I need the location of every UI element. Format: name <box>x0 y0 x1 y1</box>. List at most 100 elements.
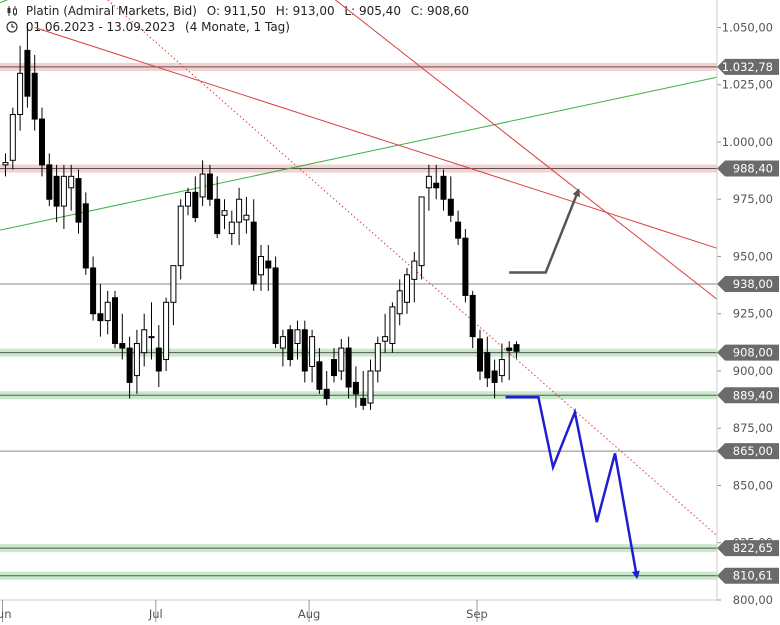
candle-56 <box>411 251 418 303</box>
candle-body <box>469 294 476 338</box>
price-tag-bg <box>717 443 779 460</box>
candle-27 <box>199 160 206 207</box>
price-tag-label: 822,65 <box>733 541 773 555</box>
candle-15 <box>112 290 118 349</box>
candle-body <box>389 306 396 345</box>
candle-body <box>447 198 454 216</box>
candle-body <box>9 114 16 161</box>
candle-7 <box>53 164 60 223</box>
price-tag-label: 988,40 <box>733 162 773 176</box>
candle-body <box>46 164 53 200</box>
candle-21 <box>155 325 162 388</box>
candle-37 <box>272 256 279 349</box>
candle-48 <box>352 366 359 408</box>
price-tag-3: 908,00 <box>717 344 779 361</box>
candle-22 <box>163 297 170 371</box>
candle-body <box>90 267 97 315</box>
candle-60 <box>440 169 447 211</box>
candle-body <box>221 210 228 216</box>
price-tag-0: 1.032,78 <box>717 58 779 75</box>
period-label: (4 Monate, 1 Tag) <box>185 20 290 34</box>
price-tag-label: 810,61 <box>733 569 773 583</box>
candle-47 <box>345 336 352 399</box>
candle-25 <box>185 187 191 216</box>
candle-body <box>112 297 118 345</box>
candle-62 <box>455 210 462 246</box>
candle-body <box>206 173 213 200</box>
candle-8 <box>60 164 67 230</box>
instrument-name: Platin (Admiral Markets, Bid) <box>25 4 197 18</box>
projection-path-1 <box>505 396 640 580</box>
candle-44 <box>323 370 330 406</box>
candle-body <box>440 175 447 200</box>
candle-11 <box>82 192 89 275</box>
candle-23 <box>170 265 177 326</box>
candle-body <box>2 162 9 166</box>
candle-38 <box>279 329 286 367</box>
price-tag-label: 865,00 <box>733 444 773 458</box>
candle-body <box>24 49 31 97</box>
projections-layer <box>505 188 640 580</box>
candle-29 <box>214 176 221 239</box>
candle-53 <box>389 302 396 353</box>
price-tag-6: 822,65 <box>717 540 779 557</box>
trend-line-4 <box>107 0 717 537</box>
candle-17 <box>126 336 133 399</box>
candle-body <box>104 301 111 322</box>
y-tick-label: 1.000,00 <box>722 135 773 149</box>
trend-line-3 <box>334 0 717 300</box>
candle-body <box>133 343 140 377</box>
candle-body <box>382 336 389 342</box>
y-tick-label: 900,00 <box>733 364 773 378</box>
candle-body <box>374 343 381 372</box>
candle-body <box>17 72 24 116</box>
y-tick-label: 1.025,00 <box>722 78 773 92</box>
candle-body <box>258 255 264 276</box>
candle-body <box>53 175 60 207</box>
candle-body <box>199 173 206 198</box>
low-value: L: 905,40 <box>344 4 401 18</box>
candle-body <box>455 221 462 239</box>
candle-body <box>97 313 104 322</box>
candle-64 <box>469 290 476 349</box>
candle-5 <box>39 107 45 177</box>
candle-35 <box>258 245 264 291</box>
candle-40 <box>294 320 301 360</box>
price-tag-bg <box>717 540 779 557</box>
candle-16 <box>119 313 126 360</box>
price-tag-1: 988,40 <box>717 160 779 177</box>
candle-9 <box>68 164 75 211</box>
price-tag-5: 865,00 <box>717 443 779 460</box>
candle-46 <box>338 338 345 381</box>
candle-39 <box>287 325 294 367</box>
candle-body <box>513 344 520 352</box>
candle-body <box>301 329 308 372</box>
candle-67 <box>491 359 498 399</box>
candle-body <box>119 343 126 349</box>
candle-body <box>477 338 483 372</box>
candle-42 <box>309 329 316 383</box>
candle-body <box>462 237 469 296</box>
price-tags-layer: 1.032,78 988,40 938,00 908,00 889,40 865,00 82… <box>717 58 779 584</box>
candle-54 <box>396 279 403 326</box>
candle-body <box>425 175 432 189</box>
candle-2 <box>17 45 24 131</box>
candle-body <box>316 361 323 390</box>
candle-1 <box>9 107 16 170</box>
candle-body <box>82 203 89 269</box>
candle-61 <box>447 176 454 223</box>
trend-line-0 <box>0 0 9 4</box>
candle-24 <box>177 199 184 280</box>
price-tag-label: 908,00 <box>733 346 773 360</box>
candle-14 <box>104 290 111 335</box>
price-tag-bg <box>717 275 779 292</box>
candle-body <box>272 267 279 345</box>
candle-70 <box>513 341 520 359</box>
open-value: O: 911,50 <box>206 4 266 18</box>
price-tag-bg <box>717 58 779 75</box>
candle-43 <box>316 348 323 394</box>
candle-body <box>418 196 425 267</box>
candle-body <box>192 191 199 219</box>
candle-13 <box>97 283 104 337</box>
candle-57 <box>418 196 425 280</box>
